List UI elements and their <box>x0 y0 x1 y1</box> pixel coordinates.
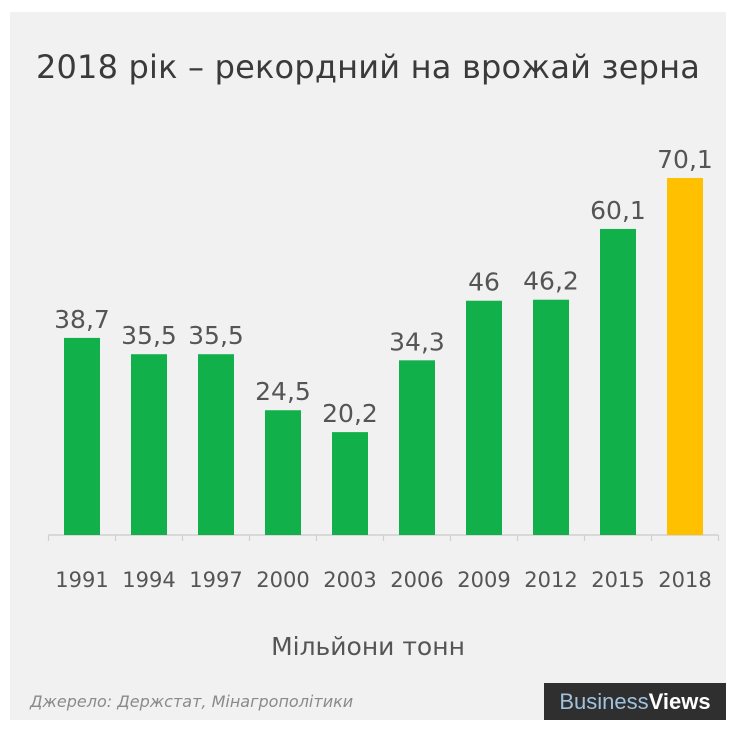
value-label-1997: 35,5 <box>188 321 244 350</box>
tick-label-2006: 2006 <box>390 568 443 592</box>
value-label-2003: 20,2 <box>322 399 378 428</box>
x-axis-label: Мільйони тонн <box>271 632 465 661</box>
brand-part-views: Views <box>648 689 711 714</box>
tick-label-1997: 1997 <box>189 568 242 592</box>
value-label-2006: 34,3 <box>389 327 445 356</box>
bar-2003 <box>332 432 368 535</box>
value-label-2000: 24,5 <box>255 377 311 406</box>
source-note: Джерело: Держстат, Мінагрополітики <box>30 692 354 711</box>
bar-chart: 38,7 1991 35,5 1994 35,5 1997 24,5 2000 20,2 2003… <box>47 145 720 592</box>
bar-2018 <box>667 178 703 535</box>
tick-label-2018: 2018 <box>658 568 711 592</box>
value-label-2012: 46,2 <box>523 267 579 296</box>
tick-label-2003: 2003 <box>323 568 376 592</box>
brand-part-business: Business <box>559 689 649 714</box>
bar-2009 <box>466 300 502 535</box>
tick-label-2012: 2012 <box>524 568 577 592</box>
tick-label-1991: 1991 <box>55 568 108 592</box>
value-label-1994: 35,5 <box>121 321 177 350</box>
tick-label-2009: 2009 <box>457 568 510 592</box>
bar-2015 <box>600 228 636 535</box>
value-label-1991: 38,7 <box>54 305 110 334</box>
bar-1991 <box>64 337 100 535</box>
chart-card: 2018 рік – рекордний на врожай зерна 38,… <box>10 12 726 720</box>
bar-1994 <box>131 354 167 535</box>
value-label-2015: 60,1 <box>590 196 646 225</box>
value-label-2018: 70,1 <box>657 145 713 174</box>
tick-label-2015: 2015 <box>591 568 644 592</box>
value-label-2009: 46 <box>468 268 500 297</box>
chart-title: 2018 рік – рекордний на врожай зерна <box>35 48 701 86</box>
bar-2006 <box>399 360 435 535</box>
brand-logo: BusinessViews <box>544 683 726 720</box>
bar-2012 <box>533 299 569 535</box>
tick-label-1994: 1994 <box>122 568 175 592</box>
bar-2000 <box>265 410 301 535</box>
tick-label-2000: 2000 <box>256 568 309 592</box>
bar-1997 <box>198 354 234 535</box>
